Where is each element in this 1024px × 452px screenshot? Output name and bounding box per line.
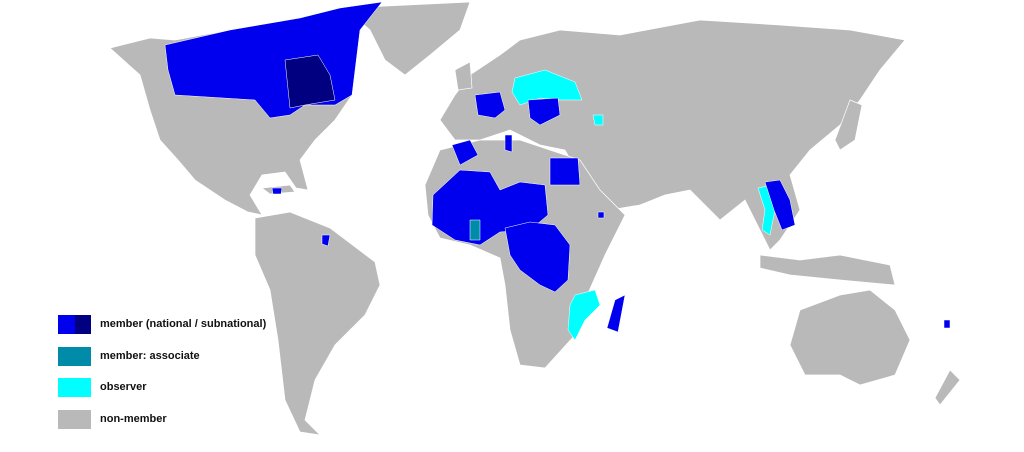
region-greenland <box>344 1 471 76</box>
region-south-america <box>254 211 381 436</box>
legend-label: non-member <box>100 413 167 425</box>
madagascar-member <box>606 294 626 333</box>
legend-item-non-member: non-member <box>58 409 167 429</box>
region-japan <box>834 99 863 151</box>
maghreb-member <box>451 139 479 166</box>
legend-item-observer: observer <box>58 377 146 397</box>
haiti-member <box>271 187 283 195</box>
djibouti-member <box>597 211 605 219</box>
legend-swatch-member <box>58 314 91 334</box>
france-member <box>474 91 506 119</box>
region-new-zealand <box>934 369 961 406</box>
indochina-member <box>764 179 796 231</box>
legend-swatch-non-member <box>58 409 91 429</box>
legend-label: observer <box>100 381 147 393</box>
region-indonesia <box>759 254 896 286</box>
vanuatu-member <box>943 319 951 329</box>
balkans-member <box>527 97 561 126</box>
ghana-associate <box>469 219 481 241</box>
legend-label: member (national / subnational) <box>100 318 267 330</box>
mozambique-observer <box>567 289 601 341</box>
guiana-member <box>321 234 331 247</box>
eastern-europe-observer <box>511 69 583 106</box>
legend-item-associate: member: associate <box>58 346 200 366</box>
region-australia <box>789 289 911 386</box>
egypt-member <box>549 157 581 186</box>
legend-item-member: member (national / subnational) <box>58 314 266 334</box>
legend-label: member: associate <box>100 350 200 362</box>
tunisia-member <box>504 134 513 153</box>
armenia-observer <box>592 114 604 126</box>
legend-swatch-associate <box>58 346 91 366</box>
quebec-subnational-member <box>284 54 336 109</box>
legend-swatch-observer <box>58 377 91 397</box>
region-uk <box>454 61 473 91</box>
central-africa-member <box>504 221 571 293</box>
